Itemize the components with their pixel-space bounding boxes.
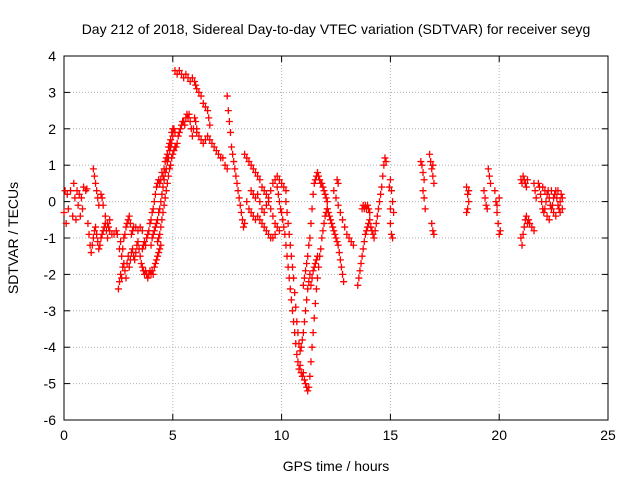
y-tick-label: -5 bbox=[44, 376, 57, 392]
chart-background bbox=[0, 0, 640, 480]
y-tick-label: 4 bbox=[48, 48, 56, 64]
x-tick-label: 25 bbox=[600, 427, 616, 443]
y-tick-label: 2 bbox=[48, 121, 56, 137]
y-tick-label: 1 bbox=[48, 157, 56, 173]
x-tick-label: 20 bbox=[491, 427, 507, 443]
x-tick-label: 5 bbox=[169, 427, 177, 443]
y-tick-label: -4 bbox=[44, 339, 57, 355]
x-tick-label: 10 bbox=[274, 427, 290, 443]
y-tick-label: 3 bbox=[48, 84, 56, 100]
y-axis-label: SDTVAR / TECUs bbox=[5, 182, 21, 294]
y-tick-label: -6 bbox=[44, 412, 57, 428]
x-tick-label: 0 bbox=[60, 427, 68, 443]
y-tick-label: -3 bbox=[44, 303, 57, 319]
y-tick-label: -2 bbox=[44, 266, 57, 282]
sdtvar-chart: 0 5 10 15 20 25 -6 -5 -4 -3 -2 -1 0 1 2 3 4 Day 212 of 2… bbox=[0, 0, 640, 480]
y-tick-label: -1 bbox=[44, 230, 57, 246]
y-tick-label: 0 bbox=[48, 194, 56, 210]
x-axis-label: GPS time / hours bbox=[283, 458, 390, 474]
x-tick-label: 15 bbox=[383, 427, 399, 443]
chart-title: Day 212 of 2018, Sidereal Day-to-day VTE… bbox=[82, 21, 591, 37]
